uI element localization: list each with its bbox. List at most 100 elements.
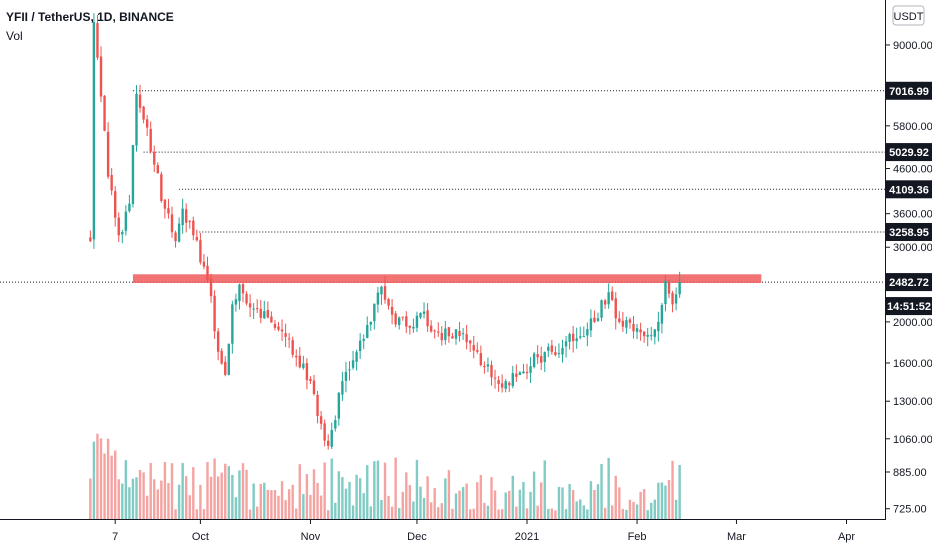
volume-bar bbox=[469, 509, 472, 519]
candle-body bbox=[401, 316, 404, 318]
volume-bar bbox=[156, 489, 159, 519]
candle-body bbox=[110, 174, 113, 191]
candle-body bbox=[543, 351, 546, 363]
volume-bar bbox=[532, 471, 536, 519]
candle-body bbox=[540, 356, 543, 363]
volume-bar bbox=[611, 505, 614, 519]
volume-bar bbox=[174, 509, 177, 519]
volume-bar bbox=[110, 455, 113, 519]
candle-body bbox=[504, 381, 507, 389]
candle-body bbox=[369, 321, 372, 325]
candle-body bbox=[206, 265, 209, 281]
volume-bar bbox=[256, 506, 259, 519]
volume-bar bbox=[160, 480, 163, 519]
volume-bar bbox=[600, 463, 603, 519]
candle-body bbox=[167, 208, 170, 214]
candle-body bbox=[103, 95, 106, 131]
volume-bar bbox=[412, 501, 415, 519]
volume-bar bbox=[114, 450, 117, 519]
volume-bar bbox=[650, 502, 653, 519]
candle-body bbox=[192, 220, 195, 236]
volume-bar bbox=[89, 478, 92, 519]
candle-body bbox=[469, 340, 472, 344]
volume-bar bbox=[153, 479, 156, 519]
volume-bar bbox=[291, 484, 294, 519]
candle-body bbox=[472, 345, 475, 351]
candle-body bbox=[280, 329, 284, 332]
candle-body bbox=[245, 293, 248, 304]
volume-bar bbox=[373, 461, 376, 519]
volume-bar bbox=[525, 508, 529, 519]
volume-bar bbox=[419, 486, 422, 519]
volume-bar bbox=[252, 483, 255, 519]
price-tick-label: 1060.00 bbox=[893, 434, 932, 446]
countdown-label: 14:51:52 bbox=[887, 301, 931, 313]
volume-bar bbox=[415, 459, 419, 519]
volume-bar bbox=[515, 506, 518, 519]
price-tick-label: 5800.00 bbox=[893, 121, 932, 133]
currency-button[interactable]: USDT bbox=[892, 5, 925, 26]
candle-body bbox=[493, 377, 497, 379]
volume-bar bbox=[220, 472, 223, 519]
candle-body bbox=[451, 336, 454, 339]
candle-body bbox=[426, 310, 429, 327]
time-tick-label: Oct bbox=[192, 531, 209, 543]
current-price-tag-label: 2482.72 bbox=[889, 277, 929, 289]
volume-bar bbox=[483, 502, 486, 519]
volume-bar bbox=[337, 471, 341, 519]
candle-body bbox=[628, 319, 632, 323]
volume-bar bbox=[96, 433, 99, 519]
volume-bar bbox=[316, 482, 319, 519]
price-tick-label: 2000.00 bbox=[893, 317, 932, 329]
candle-body bbox=[490, 364, 493, 378]
volume-bar bbox=[366, 465, 369, 519]
candle-body bbox=[579, 336, 582, 338]
candle-body bbox=[429, 325, 433, 332]
volume-bar bbox=[341, 477, 344, 519]
volume-bar bbox=[195, 509, 199, 519]
volume-bar bbox=[543, 460, 546, 519]
resistance-zone bbox=[132, 274, 762, 284]
candle-body bbox=[632, 323, 635, 332]
volume-bar bbox=[557, 486, 561, 519]
candle-body bbox=[603, 300, 607, 305]
volume-bar bbox=[398, 507, 401, 519]
candle-body bbox=[642, 331, 646, 337]
candle-body bbox=[678, 282, 681, 295]
volume-bar bbox=[103, 453, 106, 519]
candle-body bbox=[390, 306, 394, 315]
candle-body bbox=[550, 345, 554, 352]
candle-body bbox=[195, 236, 199, 241]
volume-bar bbox=[642, 489, 646, 519]
candle-body bbox=[444, 328, 447, 341]
candle-body bbox=[263, 311, 266, 319]
volume-bar bbox=[458, 490, 461, 519]
candle-body bbox=[330, 429, 333, 447]
volume-bar bbox=[163, 461, 167, 519]
candle-body bbox=[248, 303, 252, 308]
price-tick-label: 4600.00 bbox=[893, 164, 932, 176]
volume-bar bbox=[216, 476, 220, 519]
candle-body bbox=[341, 381, 344, 395]
time-tick-label: Apr bbox=[838, 531, 855, 543]
candle-body bbox=[362, 338, 365, 341]
volume-bars bbox=[89, 433, 681, 519]
volume-bar bbox=[529, 491, 532, 519]
volume-bar bbox=[351, 505, 355, 519]
volume-bar bbox=[490, 477, 493, 519]
candle-body bbox=[163, 199, 167, 209]
volume-bar bbox=[596, 484, 600, 519]
volume-bar bbox=[437, 507, 440, 519]
candle-body bbox=[135, 93, 138, 146]
candle-body bbox=[571, 333, 575, 342]
price-tick-label: 725.00 bbox=[893, 504, 927, 516]
candle-body bbox=[674, 294, 678, 304]
candle-body bbox=[433, 330, 436, 332]
candle-body bbox=[479, 353, 483, 366]
candle-body bbox=[227, 343, 230, 375]
volume-bar bbox=[298, 464, 301, 519]
volume-bar bbox=[266, 489, 270, 519]
price-tick-label: 3000.00 bbox=[893, 242, 932, 254]
time-tick-label: Dec bbox=[407, 531, 427, 543]
